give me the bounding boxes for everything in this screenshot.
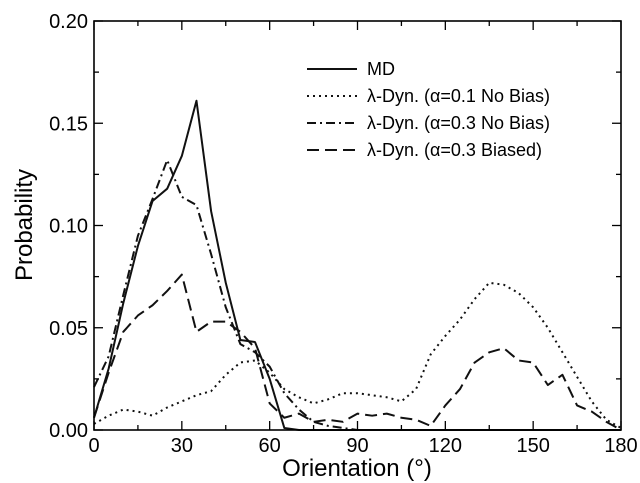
plot-frame xyxy=(93,20,622,431)
y-tick-label: 0.20 xyxy=(49,11,88,33)
y-tick-label: 0.05 xyxy=(49,318,88,340)
plot-area xyxy=(93,20,622,431)
x-tick-label: 60 xyxy=(259,435,281,457)
y-tick-label: 0.15 xyxy=(49,113,88,135)
y-axis-title: Probability xyxy=(11,169,38,281)
legend-label-2: λ-Dyn. (α=0.1 No Bias) xyxy=(367,86,550,106)
x-tick-label: 120 xyxy=(429,435,462,457)
x-tick-label: 90 xyxy=(346,435,368,457)
x-tick-label: 150 xyxy=(516,435,549,457)
legend: MD λ-Dyn. (α=0.1 No Bias) λ-Dyn. (α=0.3 No… xyxy=(307,59,550,160)
x-tick-label: 180 xyxy=(604,435,637,457)
y-tick-label: 0.10 xyxy=(49,216,88,238)
legend-label-1: MD xyxy=(367,59,395,79)
x-axis-title: Orientation (°) xyxy=(282,455,432,482)
legend-label-3: λ-Dyn. (α=0.3 No Bias) xyxy=(367,113,550,133)
y-axis: 0.00 0.05 0.10 0.15 0.20 xyxy=(49,11,621,442)
x-tick-label: 0 xyxy=(88,435,99,457)
series-line-4 xyxy=(93,273,622,431)
x-axis: 0 30 60 90 120 150 180 xyxy=(88,21,638,457)
x-tick-label: 30 xyxy=(171,435,193,457)
legend-label-4: λ-Dyn. (α=0.3 Biased) xyxy=(367,140,542,160)
series-line-3 xyxy=(93,159,621,431)
series-line-2 xyxy=(93,281,622,429)
y-tick-label: 0.00 xyxy=(49,420,88,442)
